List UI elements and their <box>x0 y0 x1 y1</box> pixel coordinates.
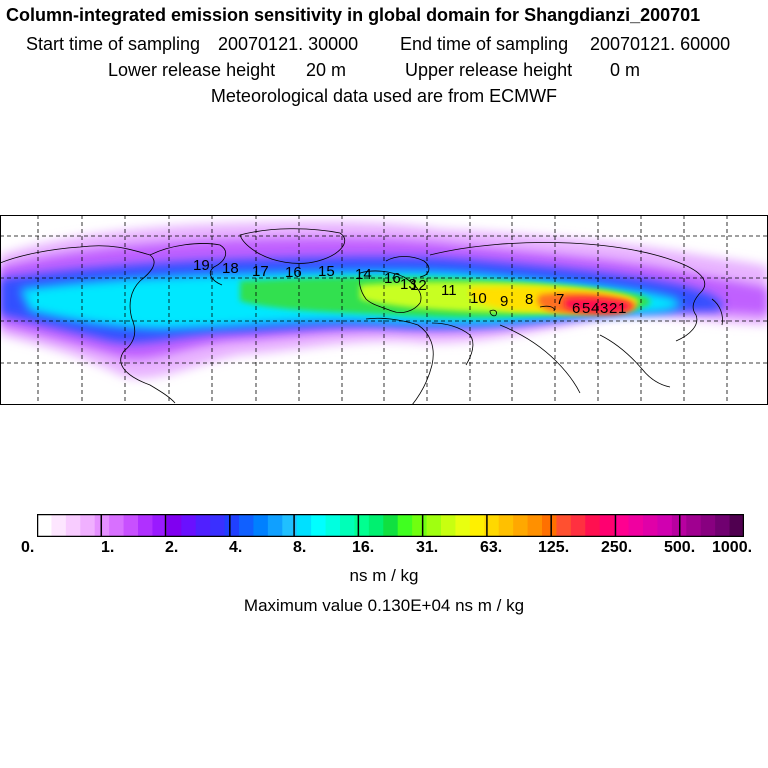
colorbar-swatch <box>311 514 327 537</box>
tick-label: 125. <box>538 539 570 556</box>
tick-label: 1. <box>101 539 115 556</box>
upper-height-value: 0 m <box>610 60 641 80</box>
colorbar-swatch <box>296 514 312 537</box>
colorbar-swatch <box>37 514 52 537</box>
colorbar-swatch <box>253 514 269 537</box>
colorbar-frame <box>37 514 744 537</box>
colorbar-swatch <box>657 514 673 537</box>
upper-height-label: Upper release height <box>405 60 573 80</box>
colorbar-swatch <box>469 514 485 537</box>
day-labels: 1 2 3 4 5 6 7 8 9 10 11 12 13 14 15 16 1… <box>193 257 626 317</box>
colorbar-swatch <box>383 514 399 537</box>
tick-label: 0. <box>21 539 35 556</box>
day-label-7: 7 <box>556 291 564 308</box>
colorbar-swatch <box>643 514 658 537</box>
colorbar-swatch <box>585 514 601 537</box>
colorbar-swatch <box>195 514 211 537</box>
day-label-3: 3 <box>600 300 608 317</box>
day-label-2: 2 <box>609 300 617 317</box>
colorbar-swatch <box>426 514 442 537</box>
colorbar-swatch <box>729 514 744 537</box>
colorbar-swatch <box>599 514 615 537</box>
tick-label: 2. <box>165 539 179 556</box>
maximum-value: Maximum value 0.130E+04 ns m / kg <box>243 596 525 615</box>
colorbar-swatch <box>686 514 702 537</box>
colorbar-swatch <box>570 514 586 537</box>
tick-label: 4. <box>229 539 243 556</box>
colorbar-swatch <box>65 514 81 537</box>
colorbar-swatch <box>556 514 572 537</box>
day-label-6: 6 <box>572 300 580 317</box>
tick-label: 8. <box>293 539 307 556</box>
start-time-label: Start time of sampling <box>26 34 201 54</box>
colorbar-swatch <box>412 514 428 537</box>
day-label-16b: 16 <box>384 270 401 287</box>
day-label-14: 14 <box>355 266 372 283</box>
day-label-1: 1 <box>618 300 626 317</box>
colorbar-swatch <box>614 514 630 537</box>
tick-label: 500. <box>664 539 696 556</box>
colorbar-swatch <box>166 514 182 537</box>
colorbar-swatch <box>152 514 168 537</box>
colorbar-swatch <box>397 514 413 537</box>
colorbar-swatch <box>542 514 557 537</box>
colorbar-swatch <box>282 514 298 537</box>
day-label-13: 13 <box>400 276 417 293</box>
colorbar-swatch <box>368 514 384 537</box>
colorbar-swatch <box>513 514 529 537</box>
coastlines <box>0 228 723 405</box>
colorbar-swatch <box>325 514 341 537</box>
colorbar-swatch <box>700 514 716 537</box>
day-label-15: 15 <box>318 263 335 280</box>
colorbar-swatch <box>715 514 731 537</box>
colorbar-swatch <box>354 514 370 537</box>
colorbar-swatch <box>340 514 355 537</box>
colorbar-swatch <box>94 514 110 537</box>
tick-label: 250. <box>601 539 633 556</box>
emission-sensitivity-map: 1 2 3 4 5 6 7 8 9 10 11 12 13 14 15 16 1… <box>0 215 768 405</box>
colorbar-swatch <box>455 514 471 537</box>
day-label-16: 16 <box>285 264 302 281</box>
colorbar-swatch <box>484 514 500 537</box>
tick-label: 31. <box>416 539 439 556</box>
lower-height-value: 20 m <box>306 60 347 80</box>
day-label-11: 11 <box>441 282 457 299</box>
day-label-19: 19 <box>193 257 210 274</box>
colorbar-swatch <box>138 514 153 537</box>
met-data-line: Meteorological data used are from ECMWF <box>210 86 558 106</box>
colorbar-swatch <box>210 514 226 537</box>
colorbar-swatch <box>441 514 456 537</box>
colorbar-swatch <box>628 514 644 537</box>
day-label-8: 8 <box>525 291 533 308</box>
day-label-5: 5 <box>582 300 590 317</box>
day-label-9: 9 <box>500 293 508 310</box>
start-time-value: 20070121. 30000 <box>218 34 359 54</box>
day-label-10: 10 <box>470 290 487 307</box>
colorbar-swatch <box>51 514 67 537</box>
end-time-label: End time of sampling <box>400 34 569 54</box>
colorbar-unit: ns m / kg <box>349 566 419 585</box>
day-label-4: 4 <box>591 300 599 317</box>
colorbar-swatch <box>80 514 96 537</box>
tick-label: 1000. <box>712 539 753 556</box>
tick-label: 16. <box>352 539 375 556</box>
day-label-17: 17 <box>252 263 269 280</box>
tick-label: 63. <box>480 539 503 556</box>
colorbar-swatch <box>527 514 543 537</box>
lower-height-label: Lower release height <box>108 60 276 80</box>
day-label-18: 18 <box>222 260 239 277</box>
colorbar-swatch <box>498 514 514 537</box>
colorbar-swatch <box>123 514 139 537</box>
colorbar-swatch <box>181 514 197 537</box>
colorbar-swatch <box>239 514 254 537</box>
end-time-value: 20070121. 60000 <box>590 34 731 54</box>
day-label-12: 12 <box>410 277 427 294</box>
graticule <box>0 215 768 405</box>
plot-title: Column-integrated emission sensitivity i… <box>6 5 701 25</box>
colorbar-swatch <box>267 514 283 537</box>
colorbar-swatch <box>224 514 240 537</box>
colorbar <box>37 514 744 537</box>
colorbar-swatch <box>109 514 125 537</box>
